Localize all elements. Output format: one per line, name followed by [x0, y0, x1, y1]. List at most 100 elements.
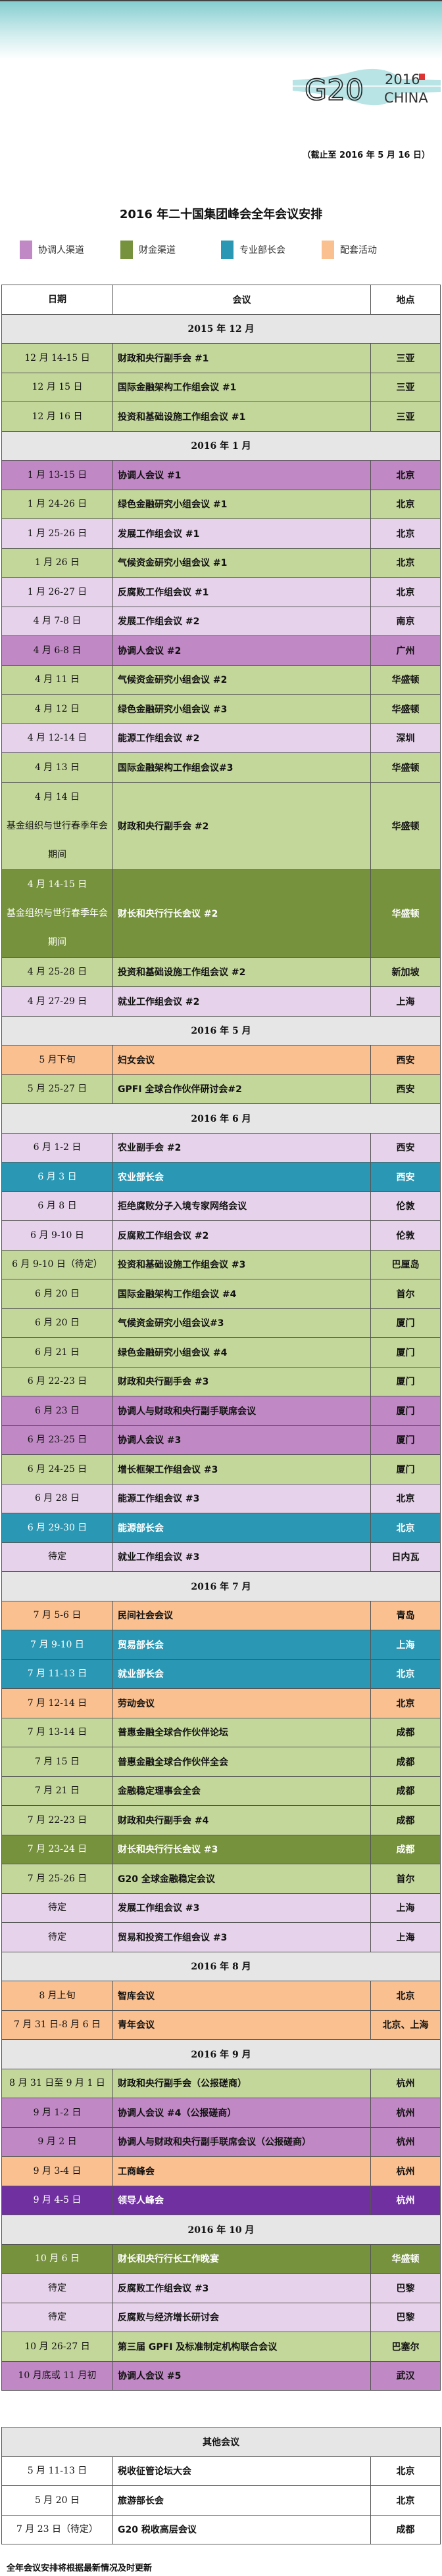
table-row: 10 月底或 11 月初 协调人会议 #5 武汉 [2, 2361, 440, 2391]
date-text: 6 月 28 日 [34, 1493, 80, 1504]
month-header: 2016 年 1 月 [2, 431, 440, 461]
location-cell: 成都 [396, 1728, 415, 1739]
location-cell: 北京 [396, 1669, 415, 1680]
meeting-cell: 投资和基础设施工作组会议 #2 [113, 957, 371, 986]
meeting-cell: 税收征管论坛大会 [113, 2456, 371, 2485]
date-cell: 7 月 5-6 日 [2, 1601, 113, 1630]
location-cell: 日内瓦 [391, 1552, 420, 1563]
month-header: 2016 年 8 月 [2, 1952, 440, 1981]
date-text: 6 月 8 日 [37, 1201, 77, 1212]
date-text: 4 月 6-8 日 [33, 645, 82, 656]
meeting-cell: 财长和央行行长会议 #3 [113, 1835, 371, 1864]
meeting-cell: 普惠金融全球合作伙伴论坛 [113, 1718, 371, 1747]
location-cell: 北京 [396, 1990, 415, 2002]
date-cell: 12 月 16 日 [2, 402, 113, 431]
footer-note: 全年会议安排将根据最新情况及时更新 [7, 2564, 153, 2573]
meeting-cell: 财长和央行行长工作晚宴 [113, 2244, 371, 2273]
table-row: 4 月 13 日 国际金融架构工作组会议#3 华盛顿 [2, 753, 440, 783]
meeting-cell: GPFI 全球合作伙伴研讨会#2 [113, 1074, 371, 1103]
location-cell: 首尔 [396, 1874, 415, 1885]
date-cell: 9 月 2 日 [2, 2127, 113, 2156]
date-text: 4 月 7-8 日 [33, 616, 82, 627]
date-text: 6 月 23 日 [34, 1405, 80, 1416]
table-row: 9 月 3-4 日 工商峰会 杭州 [2, 2157, 440, 2186]
location-cell: 北京 [396, 2466, 415, 2477]
month-header: 2016 年 9 月 [2, 2040, 440, 2069]
table-row: 4 月 7-8 日 发展工作组会议 #2 南京 [2, 607, 440, 636]
meeting-cell: 国际金融架构工作组会议#3 [113, 753, 371, 782]
date-cell: 7 月 11-13 日 [2, 1659, 113, 1688]
date-text: 6 月 9-10 日 [30, 1230, 84, 1241]
table-row: 4 月 25-28 日 投资和基础设施工作组会议 #2 新加坡 [2, 957, 440, 987]
table-row: 6 月 23-25 日 协调人会议 #3 厦门 [2, 1425, 440, 1455]
month-header: 2016 年 6 月 [2, 1104, 440, 1134]
location-cell: 上海 [396, 1640, 415, 1651]
location-cell: 巴厘岛 [391, 1260, 420, 1271]
meeting-cell: 发展工作组会议 #2 [113, 607, 371, 635]
meeting-cell: 投资和基础设施工作组会议 #1 [113, 402, 371, 431]
date-text: 6 月 21 日 [34, 1346, 80, 1358]
location-cell: 成都 [396, 1757, 415, 1768]
location-cell: 厦门 [396, 1406, 415, 1417]
table-row: 7 月 23 日（待定） G20 税收高层会议 成都 [2, 2515, 440, 2544]
date-cell: 6 月 21 日 [2, 1338, 113, 1367]
location-cell: 北京 [396, 2495, 415, 2506]
legend-label: 专业部长会 [239, 245, 285, 256]
table-row: 4 月 14 日基金组织与世行春季年会期间 财政和央行副手会 #2 华盛顿 [2, 782, 440, 870]
table-row: 6 月 8 日 拒绝腐败分子入境专家网络会议 伦敦 [2, 1191, 440, 1221]
meeting-cell: 财长和央行行长会议 #2 [113, 870, 371, 957]
date-text: 7 月 31 日-8 月 6 日 [14, 2019, 101, 2031]
date-cell: 4 月 25-28 日 [2, 957, 113, 986]
date-text: 6 月 1-2 日 [33, 1142, 82, 1153]
location-cell: 南京 [396, 616, 415, 628]
meeting-cell: 就业部长会 [113, 1659, 371, 1688]
legend-item: 配套活动 [322, 241, 422, 259]
date-text: 7 月 21 日 [34, 1785, 80, 1797]
date-text: 7 月 22-23 日 [27, 1814, 87, 1826]
table-header: 日期 会议 地点 [2, 285, 440, 315]
location-cell: 北京 [396, 1494, 415, 1505]
location-cell: 成都 [396, 1815, 415, 1826]
location-cell: 青岛 [396, 1611, 415, 1622]
month-header: 2016 年 7 月 [2, 1572, 440, 1601]
location-cell: 伦敦 [396, 1201, 415, 1212]
table-row: 1 月 25-26 日 发展工作组会议 #1 北京 [2, 519, 440, 549]
date-cell: 12 月 14-15 日 [2, 344, 113, 373]
date-cell: 6 月 3 日 [2, 1162, 113, 1191]
meeting-cell: 财政和央行副手会 #1 [113, 344, 371, 373]
table-row: 8 月上旬 智库会议 北京 [2, 1981, 440, 2011]
date-text: 6 月 20 日 [34, 1318, 80, 1329]
legend-swatch [221, 241, 233, 259]
location-cell: 北京 [396, 528, 415, 540]
date-cell: 6 月 8 日 [2, 1191, 113, 1220]
other-meetings-title: 其他会议 [2, 2427, 440, 2457]
meeting-cell: 贸易和投资工作组会议 #3 [113, 1923, 371, 1952]
date-cell: 4 月 6-8 日 [2, 636, 113, 665]
location-cell: 北京 [396, 1523, 415, 1534]
table-row: 待定 就业工作组会议 #3 日内瓦 [2, 1542, 440, 1572]
date-cell: 7 月 25-26 日 [2, 1864, 113, 1893]
date-cell: 6 月 20 日 [2, 1279, 113, 1308]
meeting-cell: 气候资金研究小组会议 #2 [113, 665, 371, 694]
meeting-cell: 青年会议 [113, 2010, 371, 2039]
date-text: 4 月 12-14 日 [27, 733, 87, 744]
location-cell: 新加坡 [391, 967, 420, 978]
date-cell: 5 月下旬 [2, 1046, 113, 1074]
date-text: 4 月 14-15 日 [27, 879, 87, 890]
location-cell: 厦门 [396, 1318, 415, 1329]
date-cell: 待定 [2, 1893, 113, 1922]
date-cell: 4 月 7-8 日 [2, 607, 113, 635]
location-cell: 成都 [396, 2525, 415, 2536]
meeting-cell: 财政和央行副手会 #4 [113, 1806, 371, 1835]
svg-text:2016: 2016 [385, 72, 420, 87]
table-row: 6 月 28 日 能源工作组会议 #3 北京 [2, 1484, 440, 1513]
meeting-cell: 绿色金融研究小组会议 #1 [113, 490, 371, 518]
table-row: 1 月 24-26 日 绿色金融研究小组会议 #1 北京 [2, 490, 440, 519]
column-header-date: 日期 [2, 285, 113, 314]
date-cell: 4 月 14-15 日基金组织与世行春季年会期间 [2, 870, 113, 957]
meeting-cell: 贸易部长会 [113, 1630, 371, 1659]
date-cell: 1 月 25-26 日 [2, 519, 113, 548]
meeting-cell: G20 税收高层会议 [113, 2515, 371, 2544]
date-cell: 4 月 14 日基金组织与世行春季年会期间 [2, 782, 113, 869]
table-row: 6 月 22-23 日 财政和央行副手会 #3 厦门 [2, 1367, 440, 1396]
